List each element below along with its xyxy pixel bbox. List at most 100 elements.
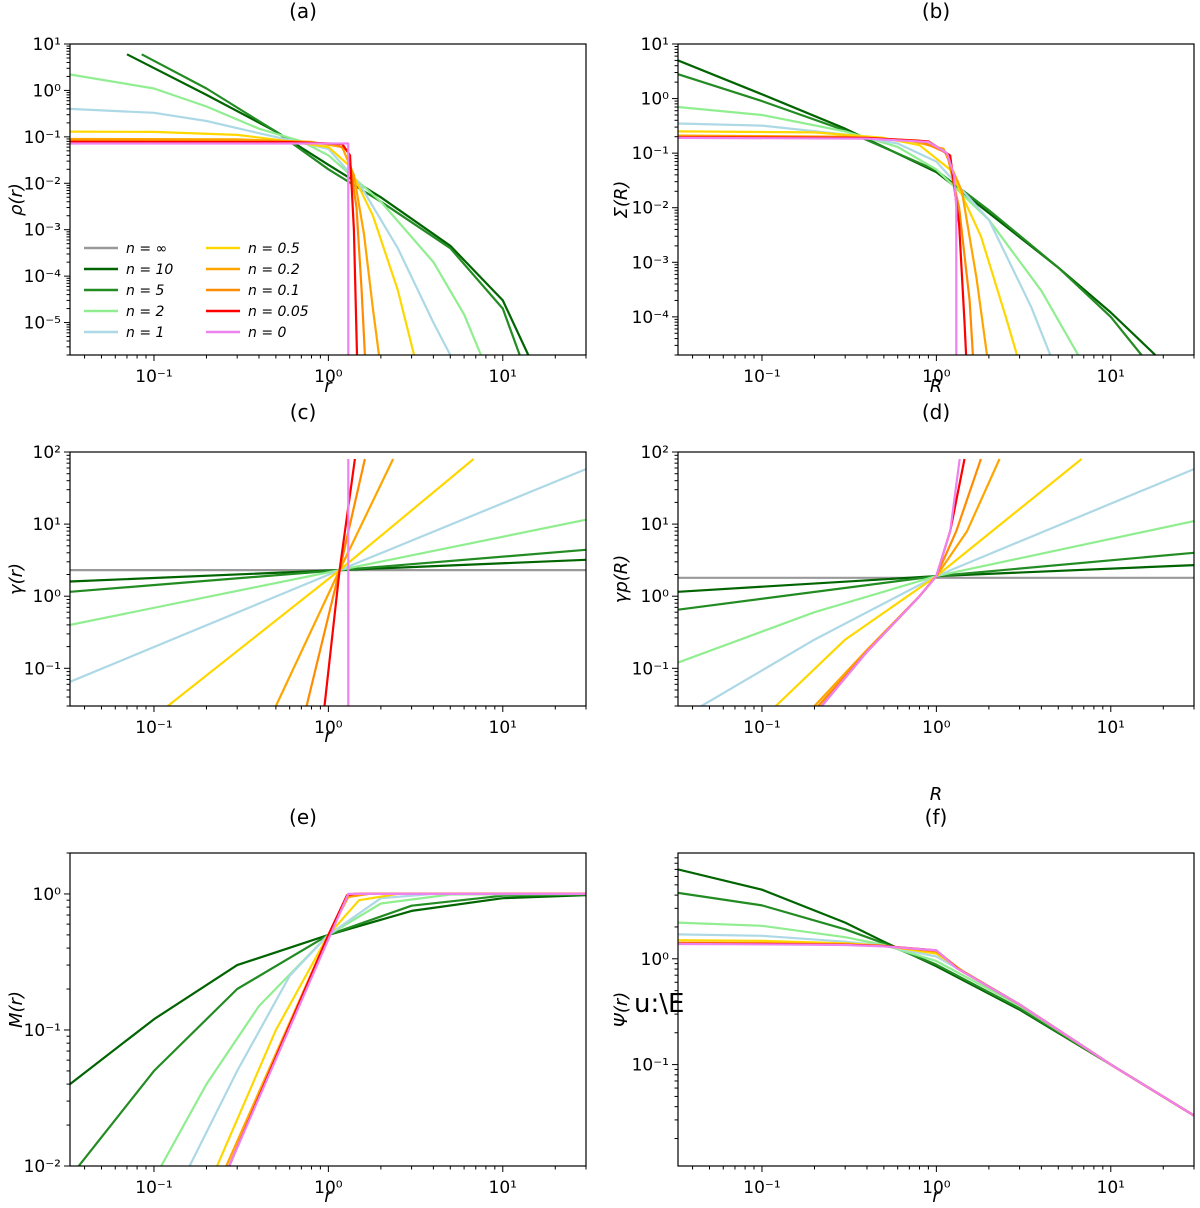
y-tick-label: 10² <box>641 443 669 463</box>
x-tick-label: 10¹ <box>489 367 517 387</box>
x-tick-label: 10¹ <box>1097 1178 1125 1198</box>
series-line-n2 <box>678 105 1080 355</box>
y-tick-label: 10¹ <box>641 515 669 535</box>
legend-label: n = 0 <box>248 325 287 341</box>
series-line-n0.1 <box>678 942 1194 1117</box>
series-line-n0 <box>228 892 586 1166</box>
y-tick-label: 10⁻⁴ <box>632 308 670 328</box>
series-line-n0.1 <box>305 458 366 706</box>
stray-overlay-text: u:\E <box>634 989 684 1019</box>
legend-label: n = 10 <box>126 262 173 278</box>
series-line-n0.2 <box>225 892 586 1166</box>
x-tick-label: 10¹ <box>489 718 517 738</box>
x-tick-label: 10¹ <box>1097 367 1125 387</box>
x-axis-label: R <box>930 376 943 397</box>
y-tick-label: 10⁻² <box>24 174 61 194</box>
series-line-n5 <box>678 73 1143 355</box>
panel-label: (e) <box>289 805 317 829</box>
series-line-n0.5 <box>167 458 475 706</box>
legend: n = ∞ n = 10 n = 5 n = 2 n = 1 n = 0.5 n = 0.2… <box>84 241 309 341</box>
x-axis-label: r <box>324 726 333 747</box>
legend-label: n = 0.05 <box>248 304 309 320</box>
series-line-n0.05 <box>678 942 1194 1117</box>
y-tick-label: 10⁻² <box>632 199 669 219</box>
y-tick-label: 10⁻⁴ <box>24 267 62 287</box>
y-tick-label: 10⁻³ <box>24 221 61 241</box>
y-tick-label: 10⁻¹ <box>24 659 61 679</box>
series-line-n5 <box>77 893 586 1166</box>
legend-label: n = 0.2 <box>248 262 300 278</box>
x-axis-label: R <box>930 784 943 805</box>
legend-label: n = 0.5 <box>248 241 300 257</box>
x-tick-label: 10⁰ <box>922 718 951 738</box>
plot-frame <box>69 852 587 1167</box>
y-tick-label: 10⁰ <box>641 950 670 970</box>
y-tick-label: 10⁰ <box>641 587 670 607</box>
x-tick-label: 10¹ <box>489 1178 517 1198</box>
x-tick-label: 10⁰ <box>922 1178 951 1198</box>
series-line-n0.5 <box>775 458 1083 706</box>
series-line-n2 <box>160 892 586 1166</box>
x-tick-label: 10⁰ <box>314 367 343 387</box>
x-tick-label: 10⁰ <box>314 718 343 738</box>
y-axis-label: M(r) <box>6 991 27 1028</box>
series-group <box>678 868 1194 1117</box>
series-line-n0.2 <box>274 458 395 706</box>
series-line-n0.5 <box>678 130 1019 355</box>
x-tick-label: 10⁰ <box>314 1178 343 1198</box>
y-tick-label: 10⁻¹ <box>24 1021 61 1041</box>
x-tick-label: 10⁻¹ <box>135 1178 172 1198</box>
plot-frame <box>677 852 1195 1167</box>
panel-c: (c) 10⁻¹ 10⁰ 10¹ 10⁻¹ 10⁰ 10¹ 10² r γ(r) <box>6 400 587 747</box>
panel-d: (d) 10⁻¹ 10⁰ 10¹ 10⁻¹ 10⁰ 10¹ 10² Rγp(R) <box>611 400 1195 805</box>
y-tick-label: 10¹ <box>33 35 61 55</box>
y-tick-label: 10⁰ <box>641 90 670 110</box>
plot-frame <box>69 451 587 707</box>
y-tick-label: 10¹ <box>33 515 61 535</box>
y-tick-label: 10⁰ <box>33 587 62 607</box>
panel-a: (a) 10⁻¹ 10⁰ 10¹ 10⁻⁵ 10⁻⁴ 10⁻³ 10⁻² 10⁻¹ 10⁰ 10¹ r… <box>6 0 587 397</box>
plot-frame <box>677 43 1195 356</box>
series-line-n0 <box>820 458 961 706</box>
legend-label: n = 5 <box>126 283 165 299</box>
series-line-n0.05 <box>70 140 359 355</box>
y-tick-label: 10⁻² <box>24 1157 61 1177</box>
x-axis-label: r <box>324 376 333 397</box>
series-line-n0.5 <box>70 130 416 355</box>
series-group <box>70 458 586 706</box>
series-line-n0.05 <box>678 136 968 355</box>
series-line-n2 <box>70 518 586 626</box>
series-group <box>678 458 1194 706</box>
y-axis-label: ρ(r) <box>6 183 27 216</box>
y-axis-label: γp(R) <box>611 555 632 604</box>
series-line-n0 <box>678 136 958 355</box>
y-tick-label: 10⁻¹ <box>632 1056 669 1076</box>
y-axis-label: Ψ(r) <box>611 992 632 1028</box>
legend-label: n = 1 <box>126 325 164 341</box>
x-tick-label: 10⁻¹ <box>743 367 780 387</box>
x-tick-label: 10¹ <box>1097 718 1125 738</box>
series-line-n0.1 <box>228 892 586 1166</box>
series-line-n0 <box>678 942 1194 1117</box>
plot-frame <box>69 43 587 356</box>
series-line-n10 <box>678 59 1157 355</box>
series-group <box>70 53 530 355</box>
series-line-n0 <box>70 142 350 355</box>
series-line-n0.5 <box>216 892 586 1166</box>
series-line-n1 <box>700 468 1194 706</box>
panel-label: (f) <box>925 805 948 829</box>
x-axis-label: r <box>324 1186 333 1207</box>
x-tick-label: 10⁻¹ <box>135 367 172 387</box>
series-line-n1 <box>678 122 1052 355</box>
y-tick-label: 10⁰ <box>33 885 62 905</box>
series-line-n5 <box>678 551 1194 611</box>
y-tick-label: 10⁻³ <box>632 253 669 273</box>
y-tick-label: 10⁰ <box>33 81 62 101</box>
x-tick-label: 10⁻¹ <box>743 1178 780 1198</box>
y-axis-label: Σ(R) <box>611 181 632 219</box>
plot-frame <box>677 451 1195 707</box>
legend-label: n = 2 <box>126 304 165 320</box>
x-axis-label: r <box>932 1186 941 1207</box>
